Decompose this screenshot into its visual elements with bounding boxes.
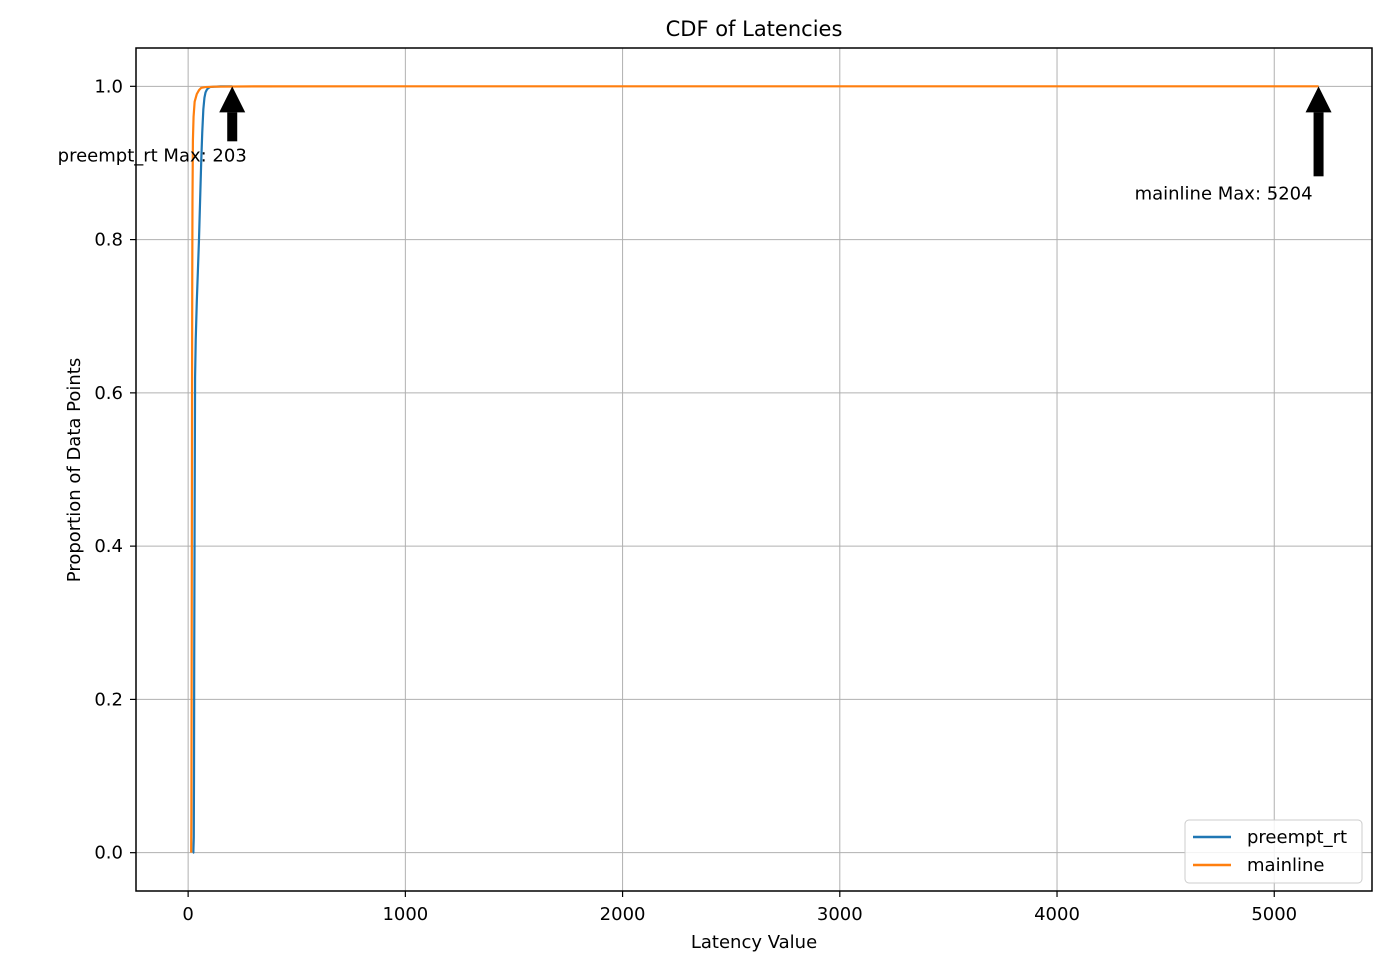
x-tick-label: 5000 [1251, 904, 1297, 925]
legend: preempt_rt mainline [1184, 819, 1363, 884]
grid [136, 48, 1372, 891]
annotations: preempt_rt Max: 203 mainline Max: 5204 [58, 86, 1332, 204]
x-tick-label: 3000 [817, 904, 863, 925]
y-tick-label: 0.4 [94, 536, 123, 557]
annotation-arrow-shaft [227, 112, 238, 142]
x-tick-label: 1000 [382, 904, 428, 925]
y-axis-label: Proportion of Data Points [64, 358, 85, 582]
annotation-text: preempt_rt Max: 203 [58, 145, 247, 166]
annotation-0: preempt_rt Max: 203 [58, 86, 247, 166]
series-line-preempt_rt [192, 85, 233, 854]
x-tick-label: 2000 [600, 904, 646, 925]
x-tick-label: 0 [182, 904, 193, 925]
y-tick-label: 1.0 [94, 76, 123, 97]
plot-frame [135, 47, 1373, 892]
y-tick-label: 0.6 [94, 383, 123, 404]
ticks: 0 1000 2000 3000 4000 5000 0.0 0.2 0.4 0.6 0.8 1.0 [94, 76, 1297, 925]
x-tick-label: 4000 [1034, 904, 1080, 925]
y-tick-label: 0.2 [94, 689, 123, 710]
y-tick-label: 0.8 [94, 230, 123, 251]
annotation-text: mainline Max: 5204 [1135, 183, 1313, 204]
y-tick-label: 0.0 [94, 843, 123, 864]
legend-label-preempt_rt: preempt_rt [1247, 827, 1347, 848]
series-line-mainline [190, 85, 1319, 853]
x-axis-label: Latency Value [691, 932, 817, 953]
chart-title: CDF of Latencies [666, 17, 843, 41]
annotation-arrow-head [1305, 86, 1332, 113]
annotation-arrow-head [219, 86, 246, 113]
legend-label-mainline: mainline [1247, 855, 1324, 876]
series-lines [190, 85, 1319, 854]
annotation-arrow-shaft [1313, 112, 1324, 177]
annotation-1: mainline Max: 5204 [1135, 86, 1332, 204]
